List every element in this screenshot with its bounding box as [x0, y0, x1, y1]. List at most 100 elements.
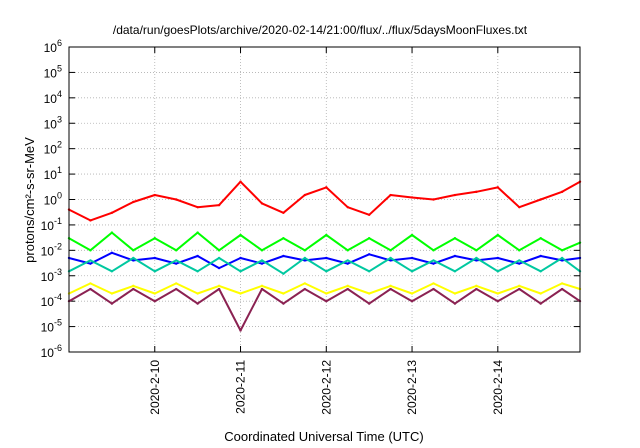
series-1-point: [217, 203, 221, 207]
series-4-point: [110, 270, 114, 273]
y-tick-label: 102: [44, 140, 62, 157]
series-1-point: [153, 193, 156, 197]
series-3-point: [196, 254, 199, 258]
series-4-point: [260, 259, 264, 262]
series-1-point: [496, 186, 500, 189]
series-5-point: [539, 292, 542, 295]
chart-title: /data/run/goesPlots/archive/2020-02-14/2…: [113, 23, 528, 37]
series-6-point: [217, 287, 221, 291]
series-2-point: [175, 249, 178, 252]
x-tick-label: 2020-2-11: [234, 360, 248, 414]
series-4-point: [560, 256, 564, 260]
series-5-point: [239, 292, 242, 295]
series-6-point: [346, 287, 349, 291]
series-3-point: [560, 259, 564, 262]
series-2-point: [260, 249, 264, 252]
y-axis-label: protons/cm²-s-sr-MeV: [22, 137, 37, 263]
series-group: [67, 180, 582, 332]
series-1-point: [282, 211, 285, 214]
series-3-point: [282, 254, 285, 258]
series-4-point: [89, 259, 92, 262]
x-tick-label: 2020-2-10: [148, 360, 162, 415]
series-6-point: [153, 299, 156, 303]
series-3-point: [325, 256, 328, 260]
y-axis-ticks: 10-6 10-5 10-4 10-3 10-2 10-1 100 101 102 103 104 1…: [41, 38, 580, 360]
series-4-point: [325, 270, 328, 273]
x-tick-label: 2020-2-14: [491, 360, 505, 415]
series-4-point: [346, 259, 349, 262]
series-2-point: [239, 233, 242, 237]
series-2-point: [432, 249, 435, 252]
y-tick-label: 10-6: [41, 343, 62, 360]
series-5-point: [410, 292, 414, 295]
series-1-point: [432, 198, 435, 201]
y-tick-label: 101: [44, 165, 62, 182]
series-5-point: [496, 292, 500, 295]
series-5-point: [282, 292, 285, 295]
series-6-point: [560, 287, 564, 291]
series-1-point: [196, 205, 199, 209]
y-tick-label: 100: [44, 191, 62, 208]
series-6-point: [89, 287, 92, 291]
y-tick-label: 106: [44, 38, 62, 55]
series-2-point: [110, 231, 114, 234]
series-3-point: [175, 262, 178, 265]
series-5-point: [325, 292, 328, 295]
series-2-point: [196, 231, 199, 234]
series-4-point: [432, 259, 435, 262]
y-tick-label: 103: [44, 114, 62, 131]
x-tick-label: 2020-2-12: [319, 360, 333, 415]
series-3-point: [110, 251, 114, 254]
series-1-point: [132, 200, 135, 204]
grid: [69, 47, 580, 352]
series-5-point: [367, 292, 371, 295]
series-3-point: [303, 259, 307, 262]
series-3-point: [432, 262, 435, 265]
series-1-point: [410, 196, 414, 199]
series-3-point: [239, 256, 242, 260]
x-axis-label: Coordinated Universal Time (UTC): [224, 429, 423, 444]
series-2-point: [89, 249, 92, 252]
series-3-point: [410, 256, 414, 260]
series-3-point: [475, 259, 478, 262]
series-4-point: [539, 270, 542, 273]
series-1-point: [239, 180, 242, 183]
series-6-point: [496, 299, 500, 303]
series-6-point: [367, 302, 371, 305]
series-2-point: [539, 237, 542, 240]
series-5-point: [132, 284, 135, 288]
series-1-point: [260, 202, 264, 205]
y-tick-label: 104: [44, 89, 62, 106]
y-tick-label: 10-2: [41, 241, 62, 258]
series-3-point: [217, 266, 221, 270]
series-5-point: [196, 292, 199, 295]
series-2-point: [410, 233, 414, 237]
series-1-point: [303, 193, 307, 197]
series-1-point: [560, 190, 564, 194]
series-4-point: [196, 270, 199, 273]
series-1-point: [89, 219, 92, 222]
series-3-point: [496, 256, 500, 260]
series-6-point: [389, 287, 392, 291]
series-4-point: [367, 270, 371, 273]
series-3-point: [153, 256, 156, 260]
series-6-point: [518, 287, 521, 291]
series-1-point: [389, 193, 392, 197]
series-5-point: [153, 292, 156, 295]
series-4-point: [239, 270, 242, 273]
series-4-point: [475, 256, 478, 260]
series-2-point: [346, 249, 349, 252]
series-1-point: [175, 198, 178, 201]
series-5-point: [260, 284, 264, 288]
series-line-5: [68, 282, 581, 295]
series-2-point: [132, 249, 135, 252]
series-3-point: [453, 254, 457, 258]
series-2-point: [518, 249, 521, 252]
y-tick-label: 105: [44, 63, 62, 80]
series-line-2: [68, 231, 581, 252]
series-6-point: [453, 302, 457, 305]
series-4-point: [303, 256, 307, 260]
series-2-point: [282, 237, 285, 240]
series-3-point: [89, 262, 92, 265]
